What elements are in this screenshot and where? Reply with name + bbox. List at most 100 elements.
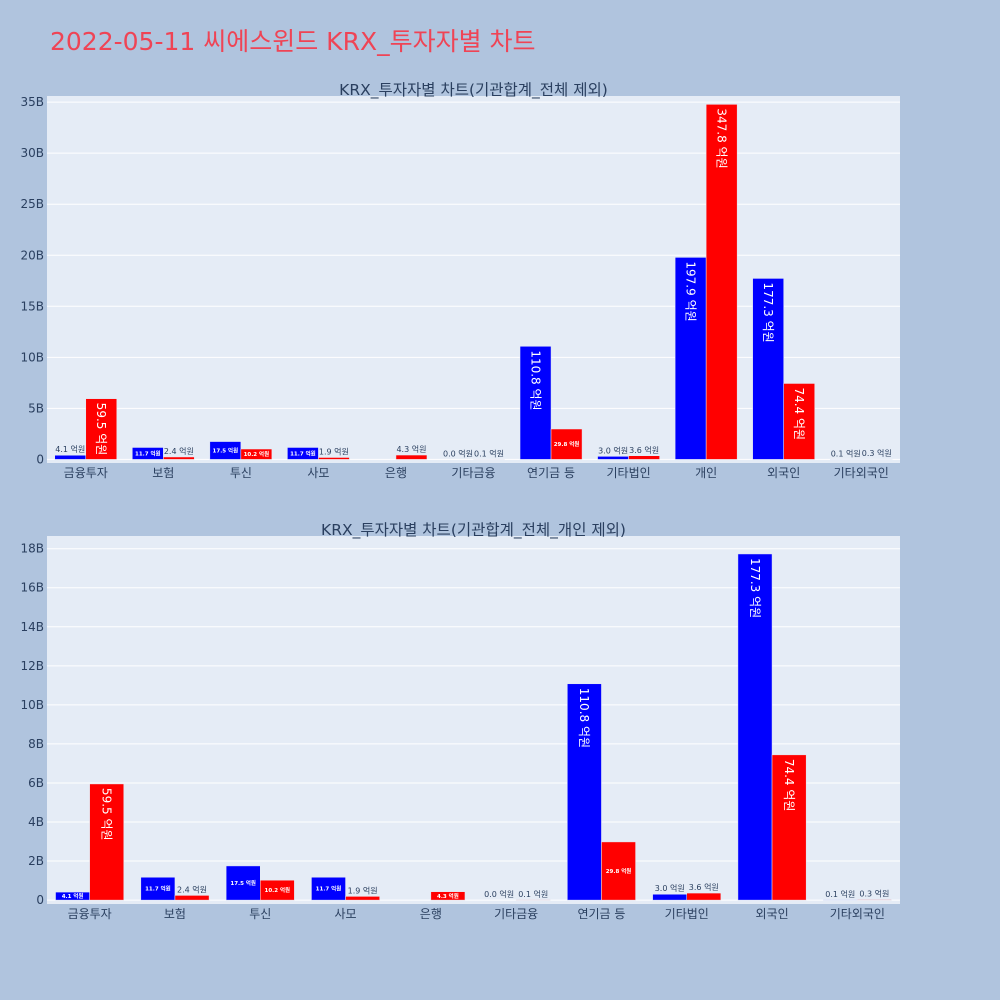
x-tick-label: 기타법인 — [607, 466, 651, 480]
y-tick-label: 8B — [28, 737, 44, 751]
bar-data-label: 3.6 억원 — [629, 445, 659, 455]
bar — [85, 398, 118, 460]
bar — [857, 899, 892, 901]
bar-data-label: 1.9 억원 — [348, 885, 378, 895]
bar — [174, 895, 210, 901]
x-tick-label: 기타금융 — [451, 466, 495, 480]
bar — [54, 454, 87, 460]
x-tick-label: 투신 — [230, 466, 252, 480]
bar-data-label: 11.7 억원 — [135, 449, 161, 457]
bar-data-label: 177.3 억원 — [761, 282, 775, 342]
y-tick-label: 20B — [20, 248, 44, 262]
y-tick-label: 10B — [20, 698, 44, 712]
bar — [132, 447, 164, 460]
y-tick-label: 35B — [20, 95, 44, 109]
bar — [686, 892, 722, 901]
y-tick-label: 30B — [20, 146, 44, 160]
bar-data-label: 29.8 억원 — [606, 867, 632, 875]
bar-data-label: 110.8 억원 — [528, 350, 542, 410]
bar-data-label: 3.6 억원 — [689, 882, 719, 892]
y-tick-label: 10B — [20, 350, 44, 364]
y-tick-label: 0 — [36, 893, 44, 907]
y-tick-label: 25B — [20, 197, 44, 211]
bar-data-label: 197.9 억원 — [683, 261, 697, 321]
x-tick-label: 외국인 — [767, 466, 800, 480]
bar — [783, 383, 815, 460]
bar-data-label: 4.3 억원 — [396, 444, 426, 454]
bar — [628, 455, 660, 460]
bar — [652, 893, 688, 901]
chart-1: 0 5B 10B 15B 20B 25B 30B 35B KRX_투자자별 차트(기관합계_전체… — [20, 81, 900, 480]
bar — [737, 553, 773, 901]
bar-data-label: 29.8 억원 — [554, 440, 580, 448]
y-tick-label: 4B — [28, 815, 44, 829]
x-tick-label: 보험 — [164, 907, 186, 921]
bar-data-label: 0.1 억원 — [831, 448, 861, 458]
bar — [395, 454, 428, 460]
page-title: 2022-05-11 씨에스윈드 KRX_투자자별 차트 — [50, 27, 536, 56]
bar-data-label: 0.3 억원 — [862, 448, 892, 458]
x-tick-label: 외국인 — [755, 907, 788, 921]
bar-data-label: 110.8 억원 — [577, 688, 591, 748]
bar — [550, 428, 583, 460]
chart-2: 0 2B 4B 6B 8B 10B 12B 14B 16B 18B KRX_투자자별 차트(기관합계… — [20, 521, 900, 921]
chart-title: KRX_투자자별 차트(기관합계_전체 제외) — [339, 81, 608, 100]
bar-data-label: 11.7 억원 — [145, 885, 171, 893]
bar-data-label: 74.4 억원 — [792, 387, 806, 440]
bar-data-label: 177.3 억원 — [748, 558, 762, 618]
y-tick-label: 16B — [20, 581, 44, 595]
bar-data-label: 0.1 억원 — [825, 889, 855, 899]
x-tick-label: 기타금융 — [494, 907, 538, 921]
bar-data-label: 4.1 억원 — [55, 444, 85, 454]
x-tick-label: 기타법인 — [665, 907, 709, 921]
bar-data-label: 11.7 억원 — [290, 449, 316, 457]
bar — [318, 457, 350, 460]
x-tick-label: 은행 — [420, 906, 442, 921]
y-tick-label: 14B — [20, 620, 44, 634]
bar-data-label: 2.4 억원 — [164, 446, 194, 456]
y-tick-label: 15B — [20, 299, 44, 313]
bar — [311, 877, 346, 901]
bar — [225, 865, 261, 901]
bar-data-label: 59.5 억원 — [100, 788, 114, 841]
bar — [345, 896, 380, 901]
y-tick-label: 2B — [28, 854, 44, 868]
bar — [597, 456, 629, 460]
y-tick-label: 18B — [20, 542, 44, 556]
bar — [601, 841, 636, 901]
bar-data-label: 0.1 억원 — [518, 889, 548, 899]
bar — [567, 683, 602, 901]
chart-title: KRX_투자자별 차트(기관합계_전체_개인 제외) — [321, 521, 626, 540]
bar-data-label: 59.5 억원 — [94, 403, 108, 456]
x-tick-label: 사모 — [307, 466, 329, 480]
x-tick-label: 투신 — [249, 907, 271, 921]
bar — [674, 257, 707, 460]
bar — [140, 877, 176, 901]
x-tick-label: 금융투자 — [68, 907, 112, 921]
x-tick-label: 기타외국인 — [834, 466, 889, 480]
bar-data-label: 0.0 억원 — [443, 448, 473, 458]
bar-data-label: 0.1 억원 — [474, 448, 504, 458]
bar-data-label: 3.0 억원 — [598, 445, 628, 455]
bar-data-label: 17.5 억원 — [213, 446, 239, 454]
bar-data-label: 2.4 억원 — [177, 884, 207, 894]
bar — [240, 448, 273, 460]
bar-data-label: 0.0 억원 — [484, 889, 514, 899]
bar-data-label: 74.4 억원 — [782, 759, 796, 812]
x-tick-label: 개인 — [695, 466, 717, 480]
bar — [519, 346, 552, 460]
x-tick-label: 기타외국인 — [830, 907, 885, 921]
y-tick-label: 0 — [36, 452, 44, 466]
bar-data-label: 4.3 억원 — [437, 892, 459, 900]
bar-data-label: 10.2 억원 — [244, 450, 270, 458]
x-tick-label: 금융투자 — [64, 466, 108, 480]
bar — [163, 456, 195, 460]
x-tick-label: 은행 — [385, 465, 407, 480]
y-tick-label: 12B — [20, 659, 44, 673]
bar — [260, 879, 295, 901]
y-tick-label: 6B — [28, 776, 44, 790]
x-tick-label: 사모 — [335, 907, 357, 921]
x-tick-label: 연기금 등 — [577, 907, 625, 921]
x-tick-label: 보험 — [152, 466, 174, 480]
